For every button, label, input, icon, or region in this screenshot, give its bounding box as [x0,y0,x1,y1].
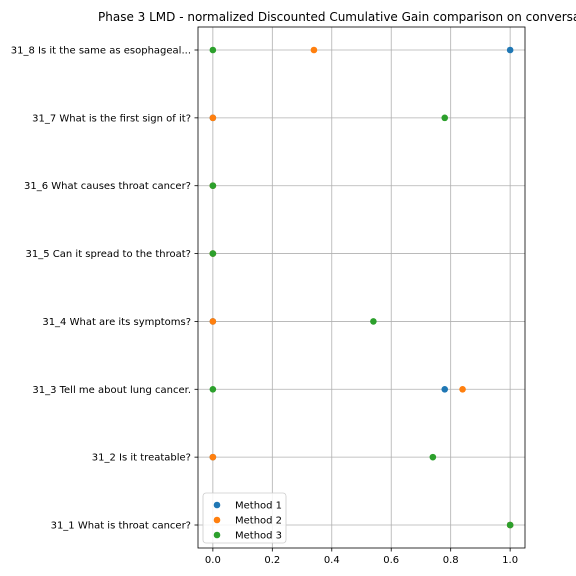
point-method-2 [209,114,217,122]
point-method-3 [441,114,449,122]
point-method-2 [209,318,217,325]
point-method-2 [459,385,466,393]
point-method-3 [429,453,437,461]
point-method-3 [209,182,217,190]
point-method-3 [209,250,217,257]
point-method-1 [506,46,514,54]
y-tick-label: 31_5 Can it spread to the throat? [26,249,191,260]
point-method-2 [310,46,318,54]
x-tick-label: 0.4 [324,555,340,566]
y-tick-label: 31_7 What is the first sign of it? [32,113,191,124]
point-method-2 [209,453,217,461]
grid-lines [198,27,525,548]
point-method-3 [506,521,514,529]
point-method-1 [441,385,449,393]
legend-marker [213,501,221,509]
point-method-3 [209,46,217,54]
y-tick-label: 31_8 Is it the same as esophageal... [11,46,191,57]
x-tick-label: 0.2 [264,555,280,566]
legend-box [202,492,287,544]
point-method-3 [370,318,377,325]
y-tick-label: 31_1 What is throat cancer? [51,521,191,532]
x-tick-label: 0.6 [383,555,399,566]
x-tick-label: 0.8 [443,555,459,566]
legend: Method 1 Method 2 Method 3 [202,492,287,544]
point-method-3 [209,385,217,393]
y-tick-label: 31_6 What causes throat cancer? [24,181,191,192]
chart-title: Phase 3 LMD - normalized Discounted Cumu… [98,10,576,24]
legend-marker [213,531,221,539]
y-tick-label: 31_4 What are its symptoms? [42,317,191,328]
legend-marker [213,516,221,524]
x-tick-label: 0.0 [205,555,221,566]
legend-label: Method 1 [235,501,282,512]
y-tick-label: 31_3 Tell me about lung cancer. [32,385,191,396]
axes-frame [197,26,526,549]
data-points [209,46,514,529]
x-tick-label: 1.0 [502,555,518,566]
legend-label: Method 3 [235,531,282,542]
axis-ticks: 0.0 0.2 0.4 0.6 0.8 1.0 31_1 What is throat ca… [11,46,518,567]
legend-label: Method 2 [235,516,282,527]
y-tick-label: 31_2 Is it treatable? [92,453,191,464]
